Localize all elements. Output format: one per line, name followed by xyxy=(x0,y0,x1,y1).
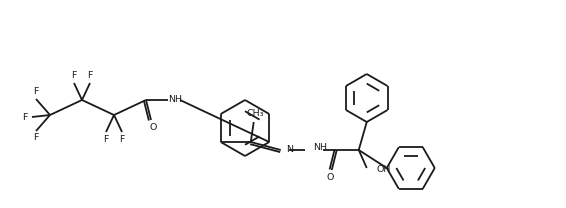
Text: F: F xyxy=(119,135,125,144)
Text: F: F xyxy=(104,135,109,144)
Text: CH₃: CH₃ xyxy=(246,109,264,119)
Text: N: N xyxy=(286,146,293,155)
Text: NH: NH xyxy=(168,95,182,104)
Text: OH: OH xyxy=(377,166,391,175)
Text: NH: NH xyxy=(313,144,327,152)
Text: F: F xyxy=(33,88,38,97)
Text: F: F xyxy=(71,72,76,80)
Text: O: O xyxy=(149,124,157,132)
Text: F: F xyxy=(87,72,93,80)
Text: F: F xyxy=(22,113,28,121)
Text: O: O xyxy=(326,173,333,182)
Text: F: F xyxy=(33,134,38,142)
